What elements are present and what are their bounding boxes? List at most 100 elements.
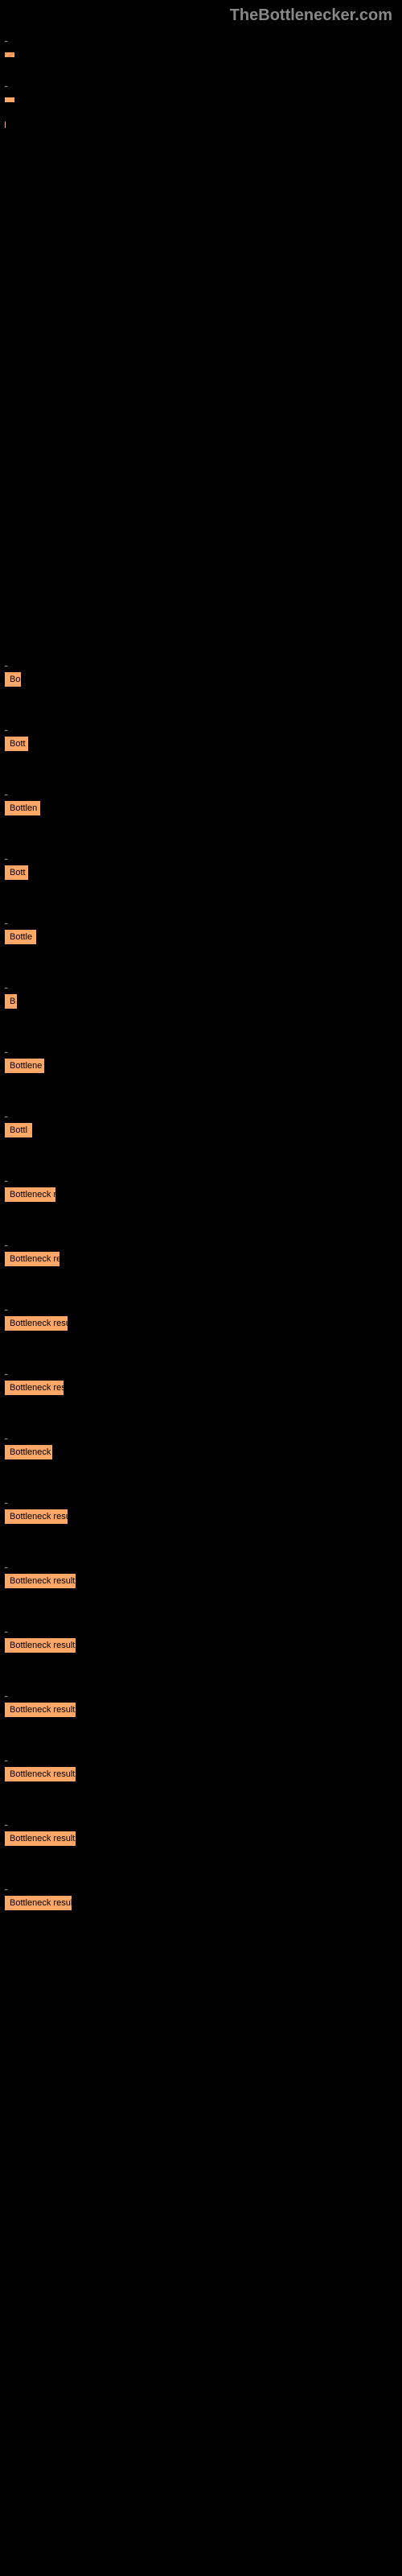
result-bar-wrap: Bottle (5, 928, 397, 946)
result-block: Bottleneck (5, 1429, 397, 1461)
top-bar-0 (5, 52, 14, 57)
result-bar: Bottleneck (5, 1445, 52, 1459)
result-link[interactable] (5, 1686, 7, 1698)
result-block: Bottleneck result (5, 1686, 397, 1719)
result-block: Bott (5, 720, 397, 753)
result-bar-wrap: Bott (5, 735, 397, 753)
result-link[interactable] (5, 785, 7, 796)
result-block: Bottlene (5, 1042, 397, 1075)
result-link[interactable] (5, 1042, 7, 1054)
result-bar: Bo (5, 672, 21, 687)
result-link[interactable] (5, 849, 7, 861)
result-bar-wrap: Bottleneck r (5, 1186, 397, 1203)
result-title (5, 1429, 397, 1440)
result-link[interactable] (5, 1171, 7, 1183)
result-bar-wrap: Bottleneck (5, 1443, 397, 1461)
result-bar: Bottleneck result (5, 1703, 76, 1717)
result-link[interactable] (5, 978, 7, 989)
result-bar: Bott (5, 865, 28, 880)
result-bar-wrap: Bottlen (5, 799, 397, 817)
result-block: Bottleneck result (5, 1815, 397, 1847)
result-block: Bottleneck result (5, 1622, 397, 1654)
result-title (5, 1236, 397, 1247)
result-bar-wrap: Bo (5, 671, 397, 688)
result-block: B (5, 978, 397, 1010)
result-bar: Bottleneck result (5, 1831, 76, 1846)
result-bar: Bottleneck re (5, 1252, 59, 1266)
result-bar: Bottlen (5, 801, 40, 815)
result-block: Bottleneck re (5, 1236, 397, 1268)
result-link[interactable] (5, 1429, 7, 1440)
result-block: Bottleneck resu (5, 1493, 397, 1525)
result-bar: Bottl (5, 1123, 32, 1137)
result-link[interactable] (5, 656, 7, 667)
result-block: Bottleneck result (5, 1558, 397, 1590)
result-link[interactable] (5, 1300, 7, 1311)
result-bar-wrap: Bottleneck result (5, 1637, 397, 1654)
result-bar-wrap: Bottl (5, 1121, 397, 1139)
top-block-1 (5, 76, 397, 109)
result-title (5, 720, 397, 732)
result-bar: Bottleneck resu (5, 1509, 68, 1524)
result-title (5, 1880, 397, 1891)
result-link[interactable] (5, 1364, 7, 1376)
result-title (5, 978, 397, 989)
result-block: Bottleneck result (5, 1751, 397, 1783)
tiny-block (5, 122, 397, 128)
result-bar-wrap: Bottleneck result (5, 1701, 397, 1719)
result-bar-wrap: Bottleneck result (5, 1765, 397, 1783)
result-bar: Bottleneck r (5, 1187, 55, 1202)
result-title (5, 1042, 397, 1054)
result-title (5, 1751, 397, 1762)
result-title (5, 1300, 397, 1311)
result-title (5, 656, 397, 667)
site-header: TheBottlenecker.com (0, 0, 402, 31)
result-block: Bottleneck resul (5, 1880, 397, 1912)
result-link[interactable] (5, 720, 7, 732)
result-bar-wrap: Bottleneck re (5, 1250, 397, 1268)
result-bar: Bottlene (5, 1059, 44, 1073)
top-bar-1 (5, 97, 14, 102)
brand-text: TheBottlenecker.com (230, 6, 392, 24)
result-block: Bottl (5, 1107, 397, 1139)
result-bar: B (5, 994, 17, 1009)
result-bar: Bott (5, 737, 28, 751)
result-link[interactable] (5, 1622, 7, 1633)
result-title (5, 1171, 397, 1183)
result-bar-wrap: B (5, 993, 397, 1010)
result-block: Bo (5, 656, 397, 688)
top-link-0[interactable] (5, 31, 7, 43)
top-block-0 (5, 31, 397, 64)
result-block: Bottleneck resu (5, 1300, 397, 1332)
result-block: Bottlen (5, 785, 397, 817)
result-link[interactable] (5, 1880, 7, 1891)
result-title (5, 1493, 397, 1505)
result-link[interactable] (5, 1236, 7, 1247)
result-bar: Bottleneck result (5, 1638, 76, 1653)
result-bar-wrap: Bottleneck resu (5, 1508, 397, 1525)
result-link[interactable] (5, 1751, 7, 1762)
top-title-0 (5, 31, 397, 43)
results-section: Bo Bott Bottlen Bott Bottle B Bottlene B… (0, 656, 402, 1912)
result-link[interactable] (5, 1493, 7, 1505)
result-link[interactable] (5, 1558, 7, 1569)
bar-wrap-0 (5, 46, 397, 64)
result-bar: Bottleneck res (5, 1381, 64, 1395)
result-block: Bottleneck r (5, 1171, 397, 1203)
result-bar: Bottleneck resu (5, 1316, 68, 1331)
result-link[interactable] (5, 1107, 7, 1118)
result-title (5, 1558, 397, 1569)
result-block: Bottle (5, 914, 397, 946)
top-link-1[interactable] (5, 76, 7, 88)
result-bar-wrap: Bottlene (5, 1057, 397, 1075)
result-bar-wrap: Bottleneck result (5, 1572, 397, 1590)
tiny-bar (5, 122, 6, 128)
result-title (5, 1686, 397, 1698)
result-title (5, 1622, 397, 1633)
result-title (5, 785, 397, 796)
result-block: Bott (5, 849, 397, 881)
result-link[interactable] (5, 1815, 7, 1827)
bar-wrap-1 (5, 91, 397, 109)
result-link[interactable] (5, 914, 7, 925)
top-section (0, 31, 402, 128)
